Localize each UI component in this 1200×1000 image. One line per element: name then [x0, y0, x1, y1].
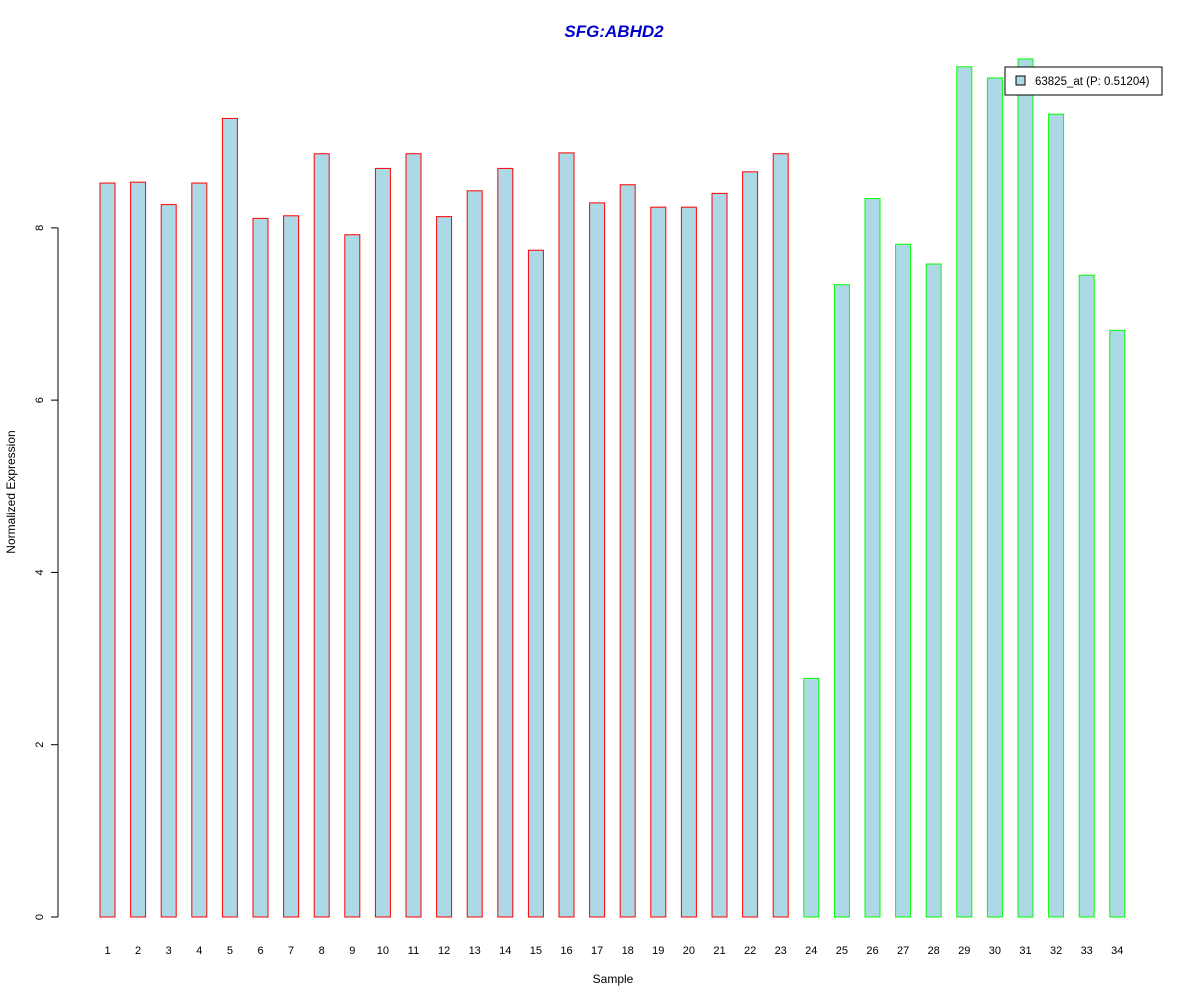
x-tick-label: 32 — [1050, 945, 1062, 957]
x-tick-label: 15 — [530, 945, 542, 957]
bar-25 — [833, 284, 850, 918]
x-tick-label: 24 — [805, 945, 817, 957]
x-tick-label: 22 — [744, 945, 756, 957]
bar-13 — [466, 190, 483, 918]
x-tick-label: 7 — [288, 945, 294, 957]
x-axis-label: Sample — [593, 972, 634, 986]
bar-23 — [772, 153, 789, 918]
x-tick-label: 33 — [1081, 945, 1093, 957]
bar-26 — [864, 198, 881, 918]
x-tick-label: 21 — [713, 945, 725, 957]
x-tick-label: 26 — [866, 945, 878, 957]
bar-27 — [895, 243, 912, 918]
x-tick-label: 20 — [683, 945, 695, 957]
x-tick-label: 34 — [1111, 945, 1123, 957]
bar-17 — [589, 202, 606, 918]
x-tick-label: 13 — [469, 945, 481, 957]
y-axis-label: Normalized Expression — [4, 430, 18, 553]
x-tick-label: 14 — [499, 945, 511, 957]
x-tick-label: 9 — [349, 945, 355, 957]
bar-34 — [1109, 329, 1126, 918]
legend-swatch — [1015, 75, 1026, 86]
x-tick-label: 25 — [836, 945, 848, 957]
x-tick-label: 11 — [408, 945, 419, 957]
bar-29 — [956, 66, 973, 918]
bar-7 — [283, 215, 300, 918]
bar-2 — [130, 181, 147, 918]
legend: 63825_at (P: 0.51204) — [1004, 66, 1163, 96]
x-tick-label: 18 — [622, 945, 634, 957]
bar-19 — [650, 206, 667, 918]
x-tick-label: 10 — [377, 945, 389, 957]
x-tick-label: 5 — [227, 945, 233, 957]
bar-9 — [344, 234, 361, 918]
chart-title: SFG:ABHD2 — [564, 22, 664, 41]
x-tick-label: 29 — [958, 945, 970, 957]
legend-box — [1004, 66, 1163, 96]
x-tick-label: 17 — [591, 945, 603, 957]
bar-30 — [986, 77, 1003, 918]
bar-6 — [252, 217, 269, 918]
bar-31 — [1017, 58, 1034, 918]
bar-8 — [313, 153, 330, 918]
bar-5 — [221, 117, 238, 918]
bar-1 — [99, 182, 116, 918]
x-tick-label: 4 — [196, 945, 202, 957]
x-tick-label: 3 — [166, 945, 172, 957]
x-tick-label: 31 — [1019, 945, 1031, 957]
bar-4 — [191, 182, 208, 918]
x-tick-label: 19 — [652, 945, 664, 957]
bar-22 — [742, 171, 759, 918]
x-tick-label: 1 — [104, 945, 110, 957]
x-tick-label: 16 — [560, 945, 572, 957]
bar-28 — [925, 263, 942, 918]
x-tick-label: 8 — [319, 945, 325, 957]
bar-14 — [497, 167, 514, 918]
bar-16 — [558, 152, 575, 918]
bar-21 — [711, 192, 728, 918]
bar-32 — [1048, 113, 1065, 918]
x-tick-labels: 1 2 3 4 5 6 7 8 9 10 11 12 13 14 15 16 17 18 19 20 21 22 23 24 2… — [104, 945, 1123, 957]
bar-20 — [680, 206, 697, 918]
legend-label: 63825_at (P: 0.51204) — [1035, 76, 1150, 88]
x-tick-label: 30 — [989, 945, 1001, 957]
y-axis: 0 2 4 6 8 — [34, 225, 59, 920]
y-tick-label: 0 — [34, 914, 46, 920]
bar-15 — [527, 249, 544, 918]
bar-24 — [803, 677, 820, 918]
bar-3 — [160, 204, 177, 918]
y-tick-label: 4 — [34, 569, 46, 575]
bars — [99, 58, 1126, 918]
bar-12 — [436, 216, 453, 918]
bar-33 — [1078, 274, 1095, 918]
bar-11 — [405, 153, 422, 918]
y-tick-label: 2 — [34, 742, 46, 748]
x-tick-label: 2 — [135, 945, 141, 957]
y-tick-label: 8 — [34, 225, 46, 231]
bar-18 — [619, 184, 636, 918]
x-tick-label: 6 — [257, 945, 263, 957]
x-tick-label: 23 — [775, 945, 787, 957]
bar-10 — [374, 167, 391, 918]
y-tick-label: 6 — [34, 397, 46, 403]
x-tick-label: 27 — [897, 945, 909, 957]
x-tick-label: 28 — [928, 945, 940, 957]
x-tick-label: 12 — [438, 945, 450, 957]
